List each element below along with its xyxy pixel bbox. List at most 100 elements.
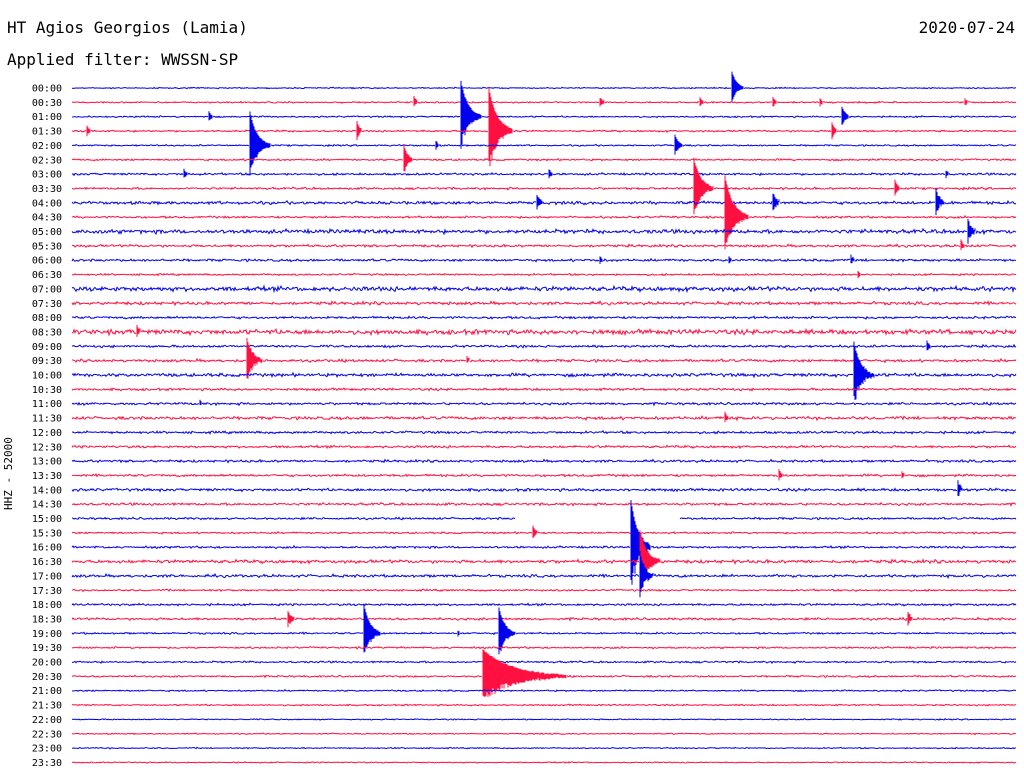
tick-label: 11:00 <box>32 399 62 410</box>
tick-label: 14:30 <box>32 500 62 511</box>
seismic-trace <box>71 500 1017 585</box>
seismic-trace <box>71 516 1017 521</box>
tick-label: 09:00 <box>32 342 62 353</box>
tick-label: 09:30 <box>32 356 62 367</box>
tick-label: 15:00 <box>32 514 62 525</box>
seismic-trace <box>71 254 1017 264</box>
seismic-trace <box>71 411 1017 423</box>
tick-label: 08:30 <box>32 327 62 338</box>
seismic-trace <box>71 649 1017 697</box>
tick-label: 05:00 <box>32 227 62 238</box>
tick-label: 05:30 <box>32 241 62 252</box>
tick-label: 16:30 <box>32 557 62 568</box>
seismic-trace <box>71 602 1017 607</box>
tick-label: 22:30 <box>32 729 62 740</box>
tick-label: 14:00 <box>32 485 62 496</box>
tick-label: 07:30 <box>32 299 62 310</box>
tick-label: 21:00 <box>32 686 62 697</box>
seismic-trace <box>71 645 1017 650</box>
tick-label: 02:00 <box>32 141 62 152</box>
seismic-trace <box>71 96 1017 107</box>
seismic-trace <box>71 218 1017 244</box>
tick-label: 03:00 <box>32 170 62 181</box>
seismic-trace <box>71 717 1017 721</box>
seismic-trace <box>71 603 1017 655</box>
seismic-trace <box>71 71 1017 102</box>
tick-label: 04:00 <box>32 198 62 209</box>
seismic-trace <box>71 168 1017 179</box>
seismic-trace <box>71 551 1017 598</box>
seismic-trace <box>71 188 1017 216</box>
seismic-trace <box>71 300 1017 307</box>
tick-label: 20:30 <box>32 672 62 683</box>
tick-label: 01:00 <box>32 112 62 123</box>
date-label: 2020-07-24 <box>918 18 1015 37</box>
seismic-trace <box>71 341 1017 400</box>
tick-labels: 00:00 00:30 01:00 01:30 02:00 02:30 03:00 03:30… <box>32 84 62 769</box>
seismic-trace <box>71 480 1017 497</box>
tick-label: 06:00 <box>32 256 62 267</box>
seismic-trace <box>71 660 1017 664</box>
seismic-trace <box>71 530 1017 591</box>
tick-label: 11:30 <box>32 414 62 425</box>
seismic-trace <box>71 399 1017 407</box>
seismic-trace <box>71 588 1017 593</box>
tick-label: 04:30 <box>32 213 62 224</box>
seismic-trace <box>71 501 1017 507</box>
seismic-trace <box>71 338 1017 379</box>
seismic-trace <box>71 458 1017 464</box>
tick-label: 15:30 <box>32 528 62 539</box>
tick-label: 10:30 <box>32 385 62 396</box>
tick-label: 10:00 <box>32 371 62 382</box>
tick-label: 18:00 <box>32 600 62 611</box>
tick-label: 23:30 <box>32 758 62 769</box>
tick-label: 03:30 <box>32 184 62 195</box>
tick-label: 00:30 <box>32 98 62 109</box>
seismic-trace <box>71 732 1017 736</box>
seismic-trace <box>71 271 1017 279</box>
seismic-trace <box>71 315 1017 320</box>
seismic-trace <box>71 324 1017 337</box>
tick-label: 02:30 <box>32 155 62 166</box>
tick-label: 21:30 <box>32 701 62 712</box>
seismic-trace <box>71 525 1017 539</box>
seismic-trace <box>71 111 1017 176</box>
seismic-trace <box>71 157 1017 215</box>
seismic-trace <box>71 387 1017 392</box>
seismic-trace <box>71 87 1017 167</box>
tick-label: 16:00 <box>32 543 62 554</box>
seismic-trace <box>71 746 1017 750</box>
tick-label: 00:00 <box>32 84 62 95</box>
station-title: HT Agios Georgios (Lamia) <box>7 18 248 37</box>
seismic-trace <box>71 430 1017 435</box>
tick-label: 12:30 <box>32 442 62 453</box>
seismic-trace <box>71 175 1017 250</box>
seismic-trace <box>71 340 1017 351</box>
tick-label: 18:30 <box>32 614 62 625</box>
seismic-trace <box>71 689 1016 693</box>
seismic-trace <box>71 444 1017 450</box>
tick-label: 06:30 <box>32 270 62 281</box>
tick-label: 20:00 <box>32 658 62 669</box>
tick-label: 08:00 <box>32 313 62 324</box>
traces <box>71 71 1017 764</box>
seismic-trace <box>71 239 1017 251</box>
tick-label: 19:30 <box>32 643 62 654</box>
tick-label: 17:30 <box>32 586 62 597</box>
tick-label: 22:00 <box>32 715 62 726</box>
tick-label: 12:00 <box>32 428 62 439</box>
tick-label: 13:00 <box>32 457 62 468</box>
seismic-trace <box>71 469 1017 481</box>
seismic-trace <box>71 611 1017 628</box>
tick-label: 23:00 <box>32 744 62 755</box>
seismic-trace <box>71 284 1017 294</box>
tick-label: 01:30 <box>32 127 62 138</box>
tick-label: 19:00 <box>32 629 62 640</box>
seismic-trace <box>71 144 1017 172</box>
tick-label: 17:00 <box>32 571 62 582</box>
tick-label: 07:00 <box>32 284 62 295</box>
tick-label: 13:30 <box>32 471 62 482</box>
seismic-trace <box>71 761 1017 764</box>
seismic-trace <box>71 703 1017 707</box>
